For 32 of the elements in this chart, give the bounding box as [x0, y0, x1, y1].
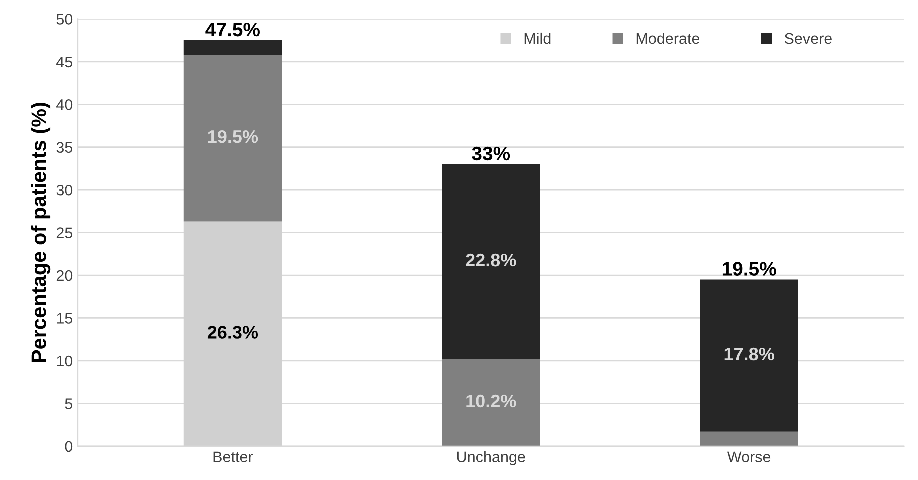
data-label: 26.3% — [208, 326, 258, 339]
bar — [700, 432, 798, 446]
data-label: 17.8% — [724, 348, 774, 361]
x-tick-label: Better — [214, 452, 254, 462]
y-tick-label: 25 — [56, 228, 73, 238]
legend-label: Severe — [784, 33, 832, 44]
y-tick-label: 15 — [57, 313, 73, 324]
bar — [700, 280, 798, 432]
total-label: 33% — [472, 146, 510, 161]
bar — [442, 164, 540, 360]
bar — [184, 40, 282, 56]
y-axis-title: Percentage of patients (%) — [31, 103, 51, 362]
bar — [442, 359, 540, 446]
y-tick-label: 10 — [57, 356, 73, 367]
data-label: 19.5% — [208, 130, 258, 144]
x-tick-label: Unchange — [457, 451, 526, 466]
data-label: 10.2% — [466, 394, 516, 408]
total-label: 47.5% — [206, 22, 260, 37]
bar — [184, 55, 282, 222]
x-tick-label: Worse — [727, 452, 771, 462]
y-tick-label: 30 — [56, 184, 73, 196]
total-label: 19.5% — [722, 262, 776, 276]
data-label: 22.8% — [466, 254, 516, 267]
y-tick-label: 45 — [56, 56, 73, 68]
y-tick-label: 50 — [56, 14, 73, 25]
y-tick-label: 20 — [56, 270, 73, 282]
y-tick-label: 35 — [56, 142, 73, 154]
y-tick-label: 0 — [65, 441, 73, 452]
y-tick-label: 5 — [65, 398, 73, 410]
legend-label: Moderate — [636, 32, 700, 44]
y-tick-label: 40 — [56, 100, 73, 110]
legend-label: Mild — [524, 32, 551, 44]
